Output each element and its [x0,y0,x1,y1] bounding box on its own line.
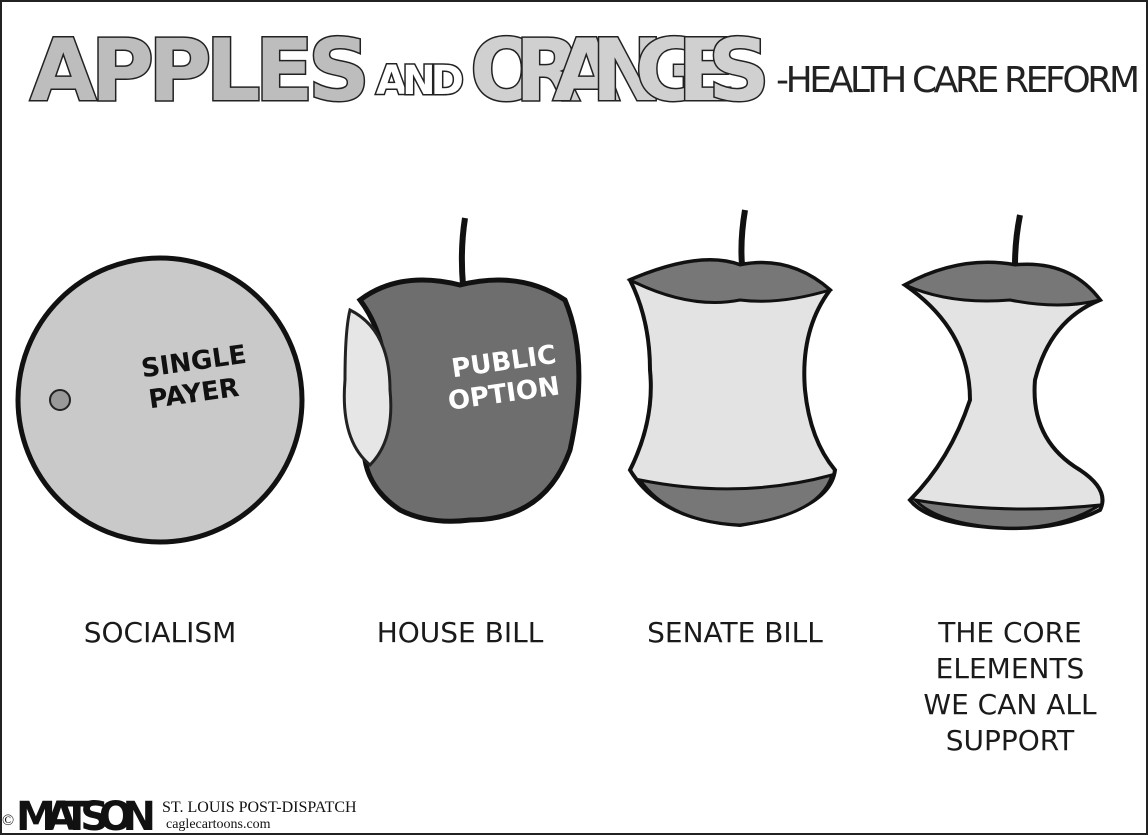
stem [741,210,745,265]
orange-navel [50,390,70,410]
caption: HOUSE BILL [377,616,544,649]
cartoon: APPLES AND ORANGES -HEALTH CARE REFORM S… [0,0,1148,835]
title-word: APPLES [30,21,370,121]
caption: SUPPORT [946,724,1075,757]
caption: SOCIALISM [84,616,237,649]
caption: THE CORE [937,616,1082,649]
artist-signature: MATSON [16,794,156,835]
caption: ELEMENTS [936,652,1085,685]
caption: WE CAN ALL [923,688,1097,721]
caption: SENATE BILL [647,616,823,649]
website: caglecartoons.com [166,817,271,832]
copyright: © [2,812,14,829]
title-word: ORANGES [470,21,770,121]
stem [462,218,465,285]
publication: ST. LOUIS POST-DISPATCH [162,799,357,816]
subtitle: -HEALTH CARE REFORM [776,60,1140,101]
title-joiner: AND [376,58,464,104]
